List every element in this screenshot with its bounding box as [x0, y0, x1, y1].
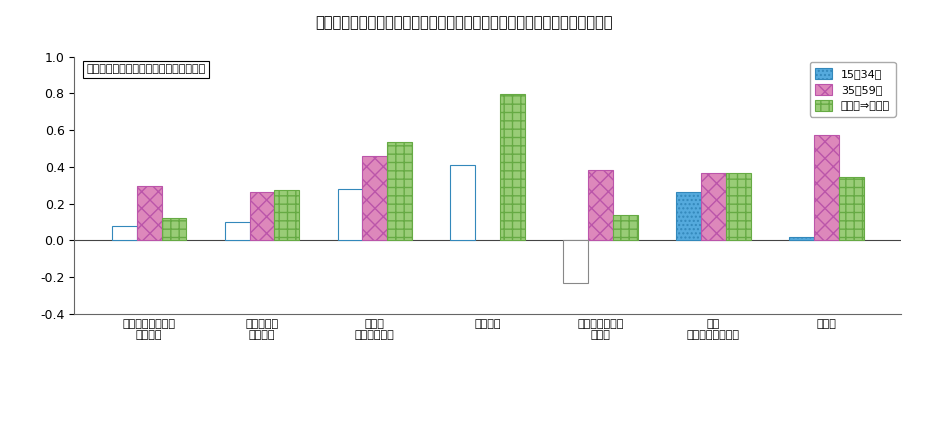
- Bar: [337, 189, 362, 240]
- Bar: [225, 222, 250, 240]
- Bar: [362, 156, 387, 240]
- Bar: [450, 165, 475, 240]
- Text: 基準：求人情報専門誌・新聞・チラシ等: 基準：求人情報専門誌・新聞・チラシ等: [86, 65, 206, 75]
- Bar: [250, 192, 274, 240]
- Bar: [562, 240, 587, 283]
- Bar: [499, 94, 524, 240]
- Bar: [701, 174, 725, 240]
- Bar: [274, 190, 299, 240]
- Bar: [136, 186, 161, 240]
- Bar: [111, 226, 136, 240]
- Bar: [612, 215, 638, 240]
- Bar: [725, 174, 750, 240]
- Bar: [387, 142, 412, 240]
- Bar: [788, 237, 813, 240]
- Bar: [838, 177, 863, 240]
- Legend: 15～34歳, 35～59歳, 正社員⇒正社員: 15～34歳, 35～59歳, 正社員⇒正社員: [809, 62, 895, 116]
- Bar: [676, 192, 701, 240]
- Text: 付２－（４）－２図　年齢別・転職前後の雇用形態別にみた就職経路の影響: 付２－（４）－２図 年齢別・転職前後の雇用形態別にみた就職経路の影響: [316, 15, 612, 30]
- Bar: [813, 135, 838, 240]
- Bar: [161, 218, 187, 240]
- Bar: [587, 170, 612, 240]
